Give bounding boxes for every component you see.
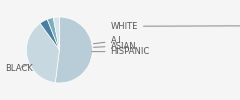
Text: BLACK: BLACK bbox=[5, 64, 33, 73]
Wedge shape bbox=[40, 19, 60, 50]
Wedge shape bbox=[26, 23, 60, 83]
Text: HISPANIC: HISPANIC bbox=[92, 47, 150, 56]
Wedge shape bbox=[53, 17, 60, 50]
Text: ASIAN: ASIAN bbox=[94, 42, 136, 50]
Text: WHITE: WHITE bbox=[111, 17, 240, 31]
Text: A.I.: A.I. bbox=[94, 36, 124, 45]
Wedge shape bbox=[55, 17, 92, 83]
Wedge shape bbox=[47, 18, 60, 50]
